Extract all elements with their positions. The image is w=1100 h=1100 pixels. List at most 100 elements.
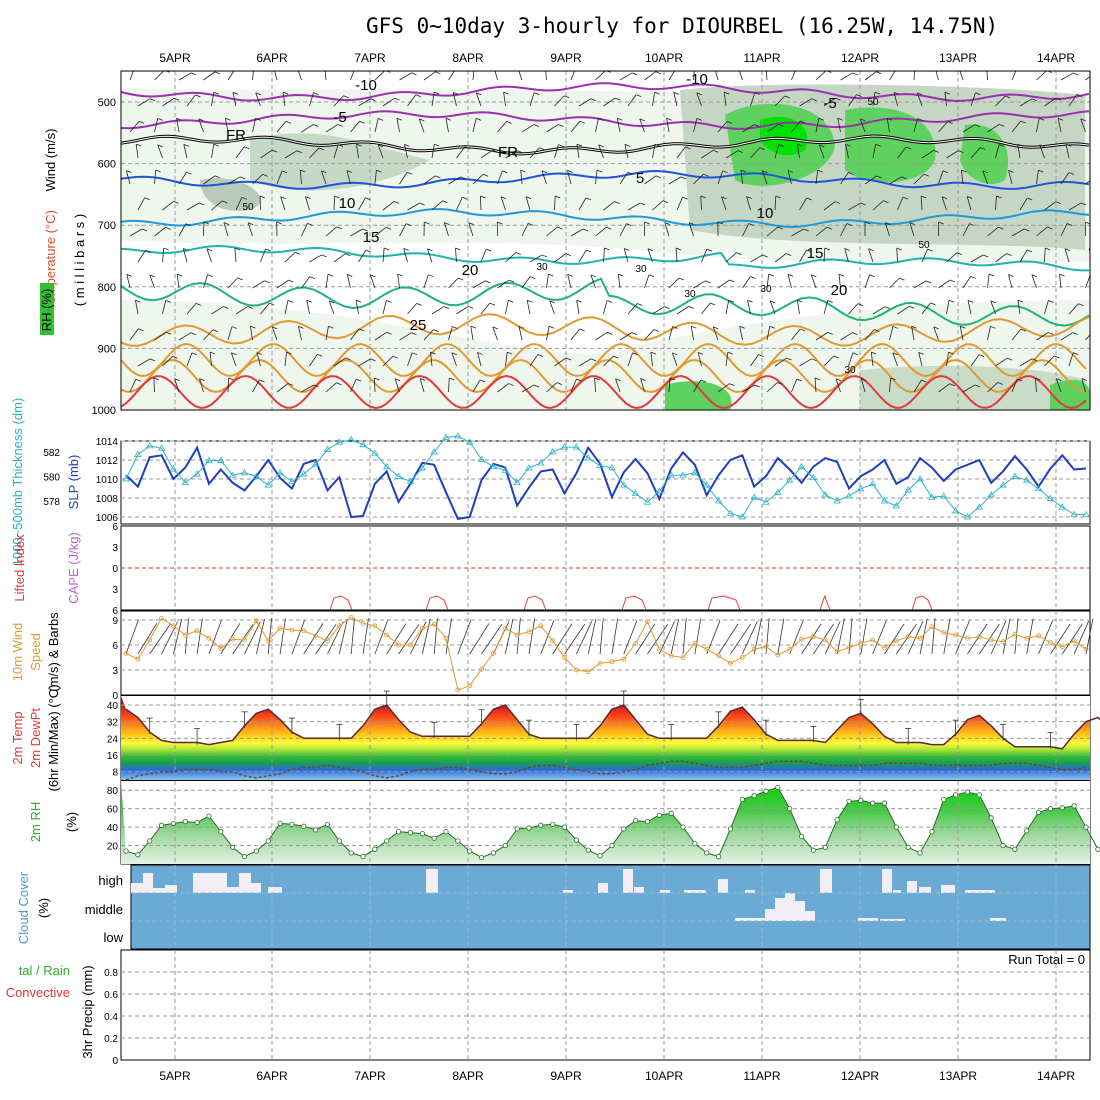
- wind-barb: [921, 149, 934, 159]
- mid-cloud-bar: [805, 911, 815, 921]
- wind-barb: [199, 378, 204, 393]
- wind-barb: [913, 379, 922, 393]
- dry-layer: [121, 240, 1090, 354]
- wind-barb-flag: [247, 306, 253, 309]
- wind-barb-flag: [228, 377, 234, 381]
- wind-barb: [154, 331, 167, 341]
- rh-patch: [200, 177, 261, 211]
- wind-barb: [823, 248, 826, 263]
- thickness-point: [620, 481, 628, 488]
- wind-barb: [503, 92, 506, 107]
- wind-barb: [198, 118, 204, 133]
- rh-axis-label: RH (%): [39, 289, 54, 332]
- wind-barb: [505, 150, 518, 159]
- wind-barb-flag: [969, 223, 975, 226]
- wind-barb-flag: [631, 72, 638, 76]
- wind-barb: [598, 144, 604, 159]
- wind-barb: [529, 354, 539, 367]
- wind-speed-point: [491, 650, 496, 656]
- wind-barb-flag: [476, 92, 482, 96]
- date-label-bottom: 11APR: [743, 1069, 780, 1083]
- date-label-bottom: 12APR: [841, 1069, 879, 1083]
- cloud-high-label: high: [98, 873, 123, 888]
- wind-barb: [497, 383, 509, 393]
- wind-barb: [872, 306, 886, 315]
- wind-barb: [766, 326, 771, 341]
- wind-barb-flag: [172, 355, 178, 359]
- rh-point: [135, 852, 141, 858]
- wind-barb: [284, 150, 298, 159]
- wind-barb-flag: [213, 91, 220, 95]
- wind-barb-flag: [280, 196, 286, 200]
- wind-barb-flag: [433, 329, 439, 333]
- rh-point: [988, 815, 994, 821]
- wind-barb-flag: [857, 303, 864, 306]
- wind-barb-flag: [1095, 92, 1100, 94]
- wind-barb: [595, 226, 607, 237]
- wind-barb-flag: [579, 120, 586, 124]
- contour-label: 5: [636, 170, 644, 187]
- wind-barb-flag: [590, 98, 597, 102]
- surface-wind-barb: [350, 618, 355, 655]
- wind-barb-flag: [385, 226, 392, 230]
- wind-barb: [946, 300, 950, 315]
- wind-barb-flag: [632, 352, 638, 356]
- contour-label: FR: [498, 144, 518, 161]
- wind-barb: [766, 274, 770, 289]
- surface-wind-barb: [599, 618, 604, 655]
- wind-barb-flag: [1076, 94, 1083, 97]
- cape-tick: 6: [112, 522, 118, 533]
- wind-barb-flag: [126, 170, 132, 173]
- wind-barb: [186, 202, 200, 211]
- wind-barb-flag: [1054, 355, 1060, 359]
- surface-wind-barb: [647, 623, 669, 655]
- wind-barb: [799, 358, 812, 367]
- wind-barb: [623, 248, 629, 263]
- wind-barb: [848, 94, 857, 107]
- wind-barb-flag: [558, 124, 564, 127]
- wind-barb: [369, 274, 376, 289]
- wind-barb-flag: [947, 121, 953, 124]
- wind-barb-flag: [518, 325, 525, 329]
- surface-wind-barb: [919, 618, 928, 655]
- wind-barb-flag: [453, 91, 459, 95]
- wind-barb-flag: [141, 228, 148, 232]
- rh-point: [929, 829, 935, 835]
- rh-tick: 80: [107, 786, 119, 797]
- wind-barb: [673, 92, 678, 107]
- rh-point: [372, 846, 378, 852]
- rh-point: [810, 847, 817, 853]
- wind-barb: [970, 147, 981, 159]
- date-label-bottom: 14APR: [1037, 1069, 1075, 1083]
- wind-barb-flag: [722, 170, 728, 174]
- wind-barb: [399, 172, 408, 185]
- surface-wind-barb: [303, 623, 324, 655]
- wind-speed-point: [123, 650, 129, 656]
- wind-barb: [570, 378, 577, 393]
- wind-barb-flag: [664, 222, 670, 226]
- wind-speed-point: [514, 632, 520, 638]
- wind-barb-flag: [746, 196, 752, 199]
- wind-barb-flag: [1064, 248, 1071, 251]
- wind-speed-point: [194, 628, 200, 634]
- wind-barb-flag: [470, 325, 476, 329]
- wind-barb-flag: [1059, 273, 1065, 277]
- wind-barb: [545, 71, 547, 81]
- temperature-contours: [121, 82, 1090, 410]
- wind-barb-flag: [860, 118, 866, 122]
- wind-barb-flag: [800, 120, 806, 124]
- wind-barb-flag: [185, 223, 191, 227]
- rh-point: [633, 818, 639, 824]
- wind-barb-flag: [334, 195, 340, 199]
- wind-barb: [884, 222, 890, 237]
- wind-speed-point: [562, 655, 567, 660]
- wind-barb: [889, 378, 891, 393]
- wind-barb-flag: [554, 195, 561, 199]
- surface-wind-barb: [824, 621, 841, 655]
- rh-point: [538, 822, 544, 828]
- wind-barb: [298, 326, 302, 341]
- rh-point: [289, 821, 295, 827]
- wind-barb-flag: [484, 280, 491, 284]
- surface-wind-barb: [279, 618, 286, 655]
